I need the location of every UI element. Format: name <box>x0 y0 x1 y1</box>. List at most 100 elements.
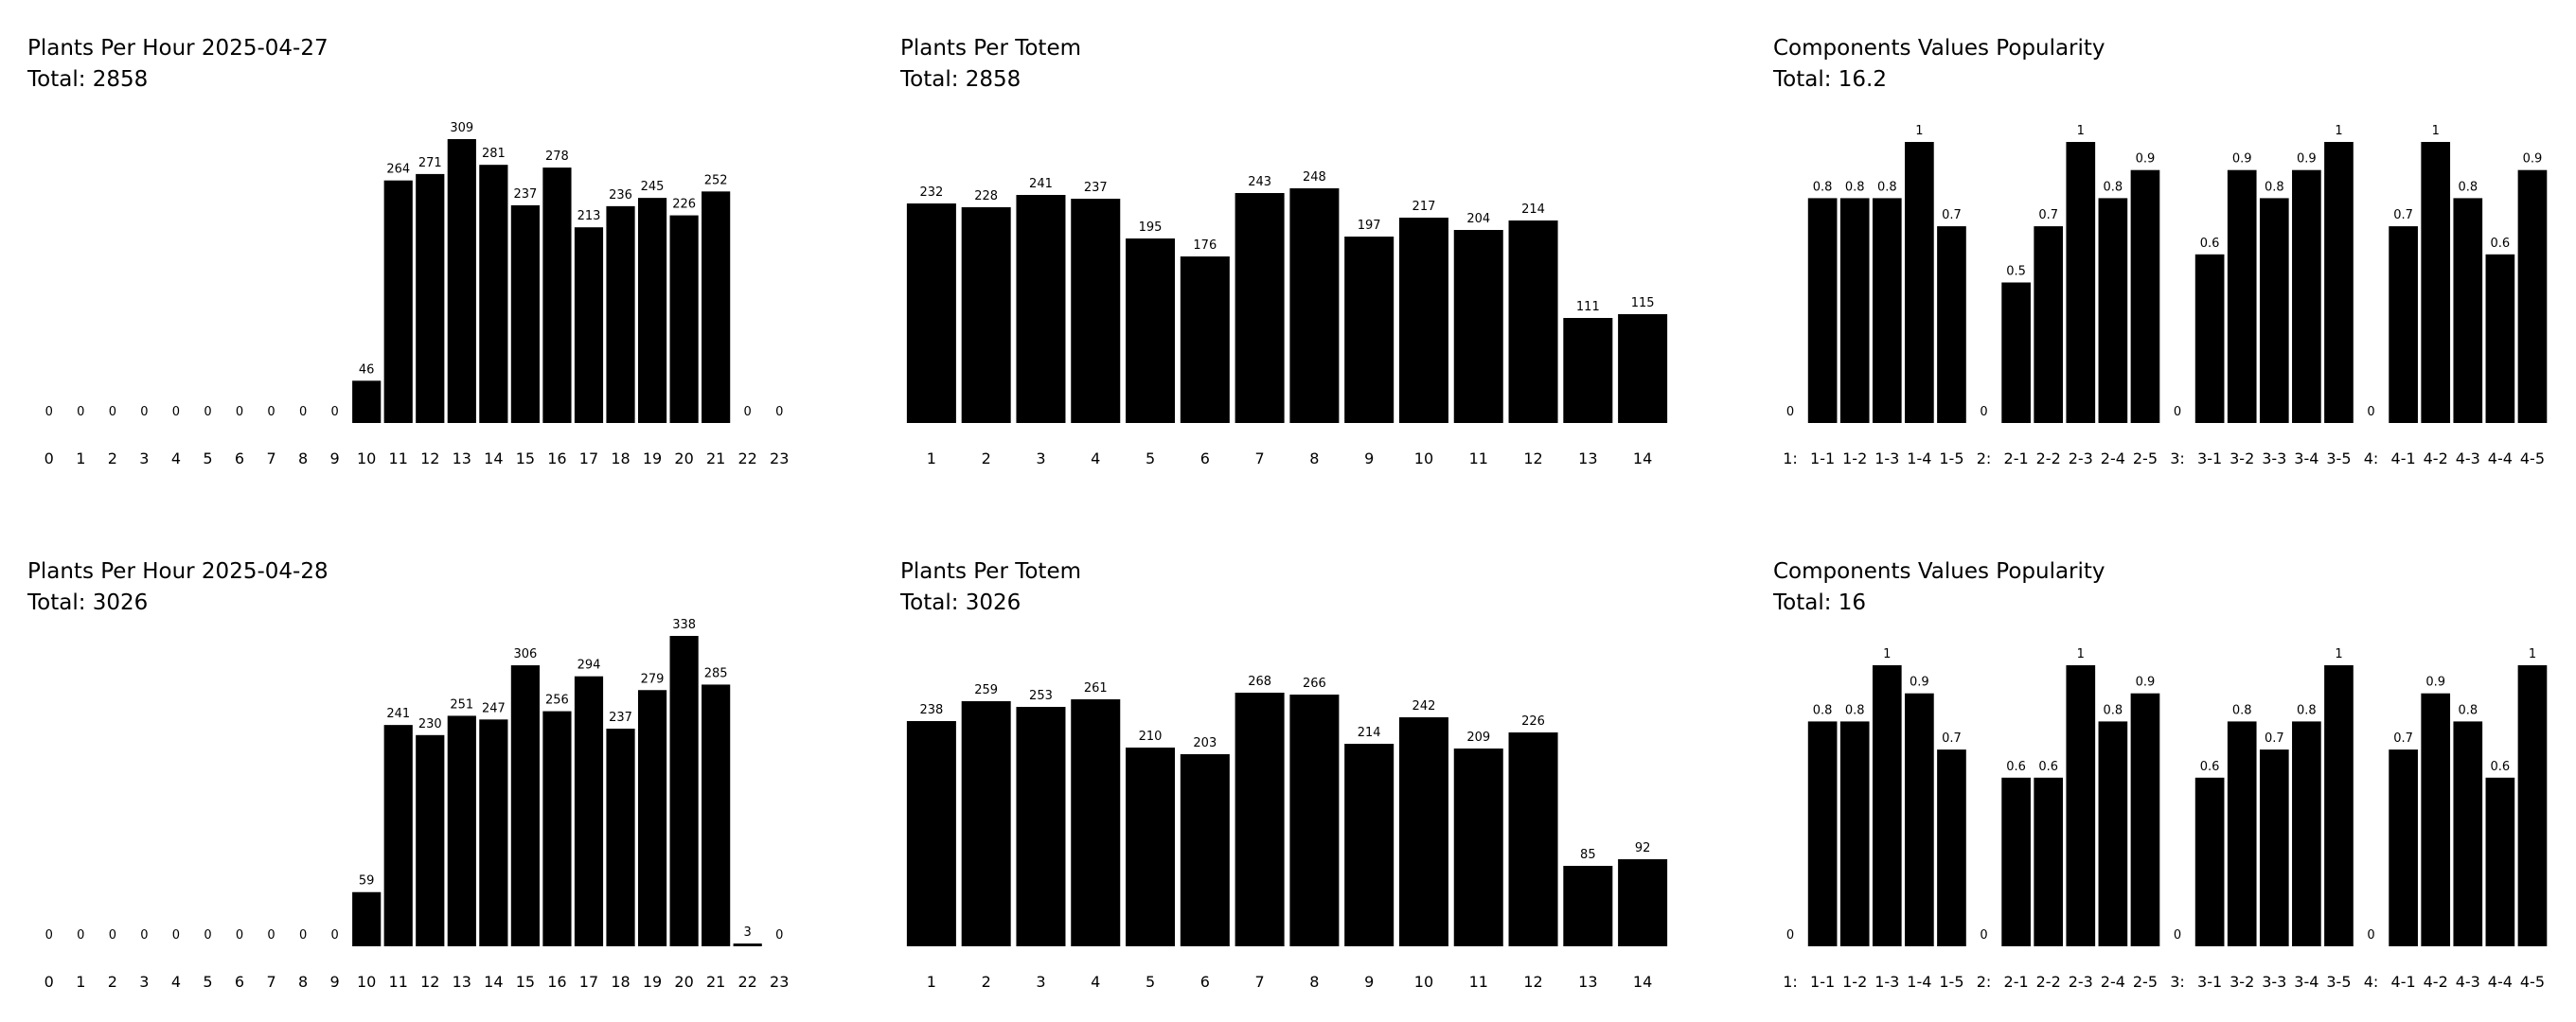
x-tick-label: 19 <box>643 449 662 467</box>
group-label: 3: <box>2170 449 2185 467</box>
data-label: 214 <box>1521 203 1545 217</box>
data-label: 238 <box>919 703 943 717</box>
bar <box>1398 218 1448 423</box>
x-tick-label: 5 <box>203 973 212 991</box>
bar <box>2098 721 2128 946</box>
x-tick-label: 1 <box>76 973 85 991</box>
x-tick-label: 4 <box>171 973 181 991</box>
x-tick-label: 1-1 <box>1810 449 1835 467</box>
bar <box>2259 749 2289 946</box>
data-label: 197 <box>1358 219 1381 233</box>
x-tick-label: 9 <box>1364 449 1374 467</box>
x-tick-label: 21 <box>706 973 725 991</box>
bar <box>479 719 508 946</box>
data-label: 228 <box>974 189 998 203</box>
data-label: 242 <box>1412 699 1436 714</box>
x-tick-label: 7 <box>266 449 275 467</box>
x-tick-label: 4-2 <box>2424 973 2448 991</box>
data-label: 241 <box>1029 177 1053 191</box>
x-tick-label: 7 <box>1255 449 1265 467</box>
chart-title: Components Values Popularity <box>1773 36 2105 61</box>
bar <box>2227 169 2257 423</box>
data-label: 0.8 <box>1845 703 1865 717</box>
data-label: 0 <box>2174 405 2181 419</box>
x-tick-label: 2-5 <box>2133 449 2158 467</box>
bar <box>2259 198 2289 423</box>
data-label: 0 <box>2174 928 2181 943</box>
data-label: 0.9 <box>1910 676 1929 690</box>
chart-total: Total: 2858 <box>27 67 149 92</box>
bar <box>1398 717 1448 946</box>
x-tick-label: 3-2 <box>2230 973 2254 991</box>
group-label: 4: <box>2364 973 2379 991</box>
bar <box>2292 169 2321 423</box>
bar <box>2389 749 2418 946</box>
x-tick-label: 3 <box>1036 973 1045 991</box>
bar <box>1618 859 1668 946</box>
x-tick-label: 3-1 <box>2197 449 2222 467</box>
data-label: 0.7 <box>2393 208 2413 222</box>
data-label: 0 <box>77 928 84 943</box>
bar <box>961 207 1011 423</box>
data-label: 232 <box>919 185 943 200</box>
x-tick-label: 4-3 <box>2456 973 2480 991</box>
x-tick-label: 11 <box>389 973 408 991</box>
chart-title: Plants Per Totem <box>900 559 1081 584</box>
data-label: 0 <box>236 928 243 943</box>
x-tick-label: 3-3 <box>2262 449 2286 467</box>
x-tick-label: 10 <box>1414 973 1433 991</box>
data-label: 0.6 <box>2491 760 2511 774</box>
data-label: 0.7 <box>2393 731 2413 746</box>
data-label: 85 <box>1580 848 1596 862</box>
bar <box>1872 198 1902 423</box>
data-label: 0.6 <box>2006 760 2026 774</box>
x-tick-label: 2-1 <box>2004 973 2029 991</box>
x-tick-label: 3-1 <box>2197 973 2222 991</box>
group-label: 4: <box>2364 449 2379 467</box>
data-label: 0.8 <box>2232 703 2252 717</box>
x-tick-label: 4-4 <box>2488 449 2513 467</box>
x-tick-label: 8 <box>298 449 308 467</box>
bar <box>1344 237 1395 423</box>
x-tick-label: 9 <box>330 973 340 991</box>
bar <box>1839 721 1870 946</box>
data-label: 0.8 <box>2458 180 2478 194</box>
x-tick-label: 2-1 <box>2004 449 2029 467</box>
data-label: 115 <box>1631 296 1655 310</box>
data-label: 309 <box>450 121 473 135</box>
bar <box>2421 142 2451 423</box>
x-tick-label: 1-1 <box>1810 973 1835 991</box>
data-label: 0 <box>775 928 783 943</box>
bar <box>2485 777 2515 946</box>
data-label: 0 <box>140 405 148 419</box>
bar <box>1235 193 1285 423</box>
data-label: 0.7 <box>1942 731 1962 746</box>
bar <box>1126 238 1176 423</box>
x-tick-label: 11 <box>1469 973 1488 991</box>
data-label: 213 <box>577 209 601 223</box>
bar <box>2098 198 2128 423</box>
data-label: 0 <box>331 405 339 419</box>
x-tick-label: 7 <box>266 973 275 991</box>
data-label: 0.8 <box>1877 180 1897 194</box>
data-label: 0 <box>775 405 783 419</box>
x-tick-label: 4-1 <box>2391 973 2416 991</box>
data-label: 0 <box>109 928 116 943</box>
bar <box>1235 693 1285 946</box>
data-label: 0.8 <box>1845 180 1865 194</box>
bar <box>1905 142 1934 423</box>
bar <box>2034 777 2064 946</box>
bar <box>1807 198 1838 423</box>
data-label: 271 <box>418 156 442 170</box>
data-label: 0 <box>331 928 339 943</box>
data-label: 3 <box>744 925 752 940</box>
data-label: 92 <box>1635 841 1651 855</box>
bar <box>702 191 731 423</box>
bar <box>2001 777 2031 946</box>
data-label: 176 <box>1193 238 1217 253</box>
data-label: 0 <box>267 405 275 419</box>
x-tick-label: 6 <box>235 449 244 467</box>
x-tick-label: 19 <box>643 973 662 991</box>
x-tick-label: 20 <box>674 449 693 467</box>
bar <box>1508 732 1558 946</box>
